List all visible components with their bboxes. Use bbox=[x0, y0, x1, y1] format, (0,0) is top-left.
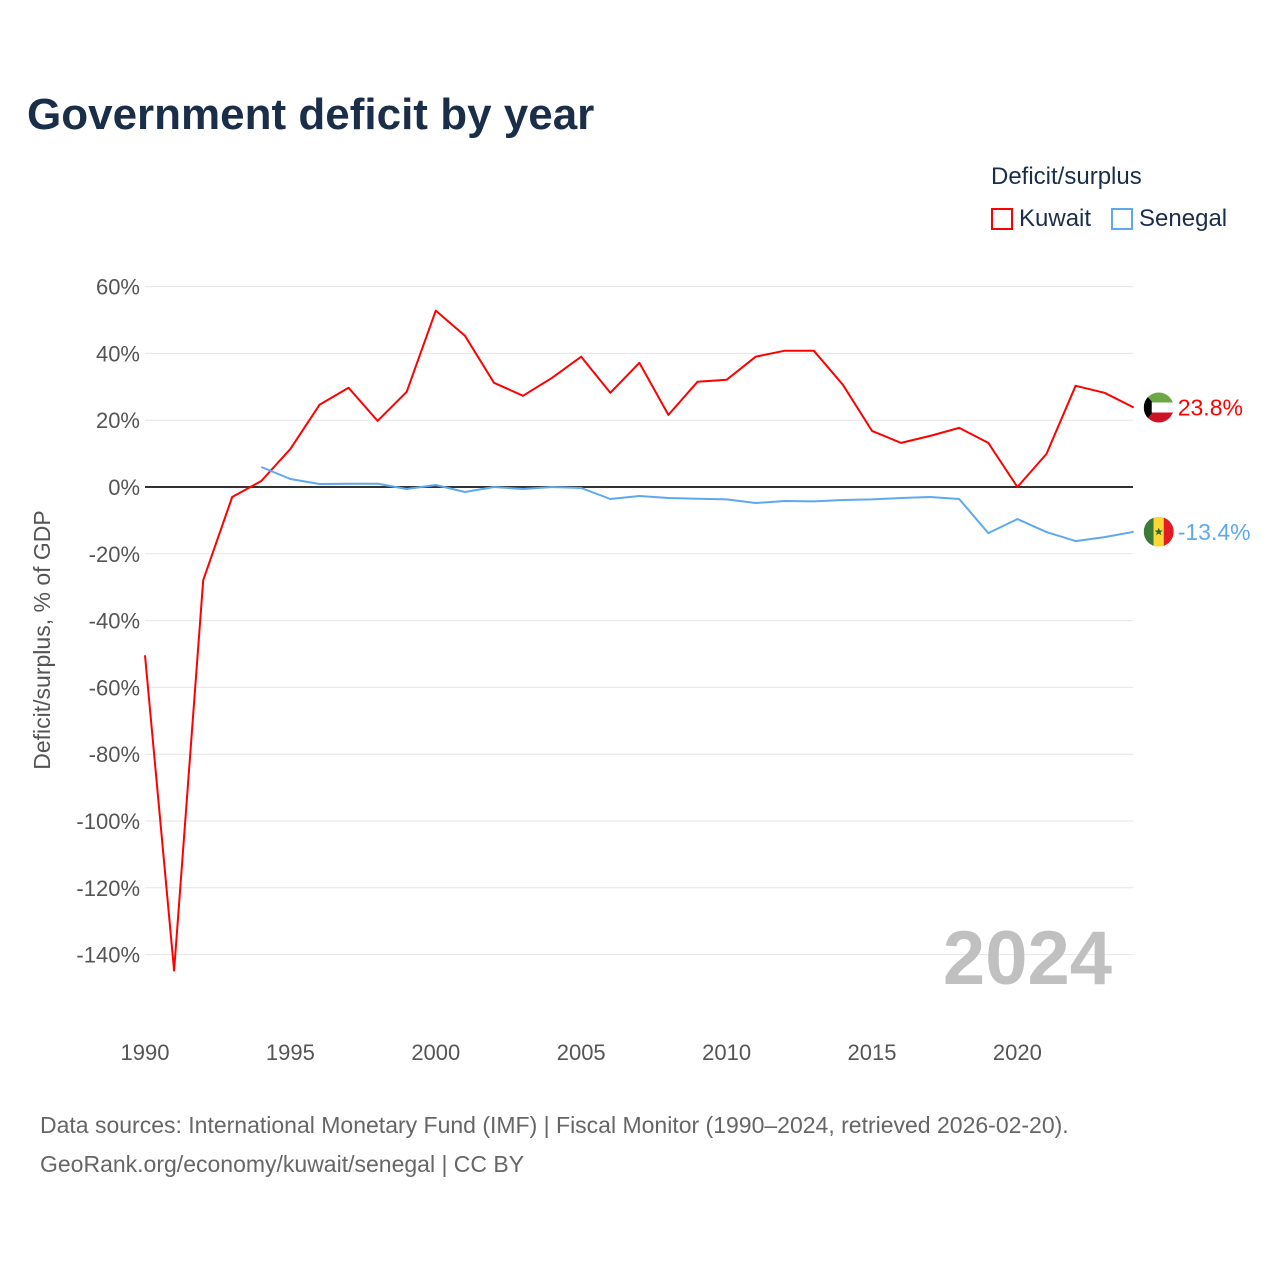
legend-swatch-senegal bbox=[1111, 208, 1134, 230]
flag-body bbox=[1143, 392, 1174, 423]
flag-star bbox=[1154, 527, 1163, 536]
flag-stripe bbox=[1143, 402, 1174, 413]
series-line-senegal bbox=[260, 466, 1134, 543]
legend-label-senegal: Senegal bbox=[1139, 205, 1228, 232]
flag-kuwait-icon bbox=[1143, 392, 1174, 423]
y-tick-label: -80% bbox=[89, 742, 140, 767]
legend-item-senegal[interactable]: Senegal bbox=[1111, 205, 1227, 233]
y-tick-label: 0% bbox=[108, 475, 140, 500]
line-chart: 60% 40% 20% 0% -20% -40% -60% -80% -100% -120% -14… bbox=[29, 275, 1251, 1065]
flag-stripe bbox=[1163, 516, 1174, 547]
x-tick-label: 2010 bbox=[702, 1040, 751, 1065]
x-tick-label: 2015 bbox=[848, 1040, 897, 1065]
legend-item-kuwait[interactable]: Kuwait bbox=[991, 205, 1091, 233]
flag-stripe bbox=[1143, 392, 1174, 403]
footer: Data sources: International Monetary Fun… bbox=[40, 1106, 1069, 1184]
year-watermark: 2024 bbox=[943, 916, 1112, 1001]
x-tick-label: 2020 bbox=[993, 1040, 1042, 1065]
flag-stripe bbox=[1143, 412, 1174, 423]
y-tick-label: 60% bbox=[96, 275, 140, 300]
x-tick-label: 2005 bbox=[557, 1040, 606, 1065]
legend-label-kuwait: Kuwait bbox=[1019, 205, 1092, 232]
flag-senegal-icon bbox=[1143, 516, 1174, 547]
legend-swatch-kuwait bbox=[991, 208, 1013, 230]
source-link[interactable]: GeoRank.org/economy/kuwait/senegal | CC … bbox=[40, 1151, 525, 1177]
end-label-senegal: -13.4% bbox=[1178, 519, 1251, 545]
y-axis-label: Deficit/surplus, % of GDP bbox=[29, 510, 55, 769]
y-tick-label: -100% bbox=[76, 809, 140, 834]
flag-body bbox=[1143, 516, 1174, 547]
end-label-kuwait: 23.8% bbox=[1178, 395, 1243, 421]
y-tick-label: 40% bbox=[96, 341, 140, 366]
y-tick-label: -20% bbox=[89, 542, 140, 567]
legend-title: Deficit/surplus bbox=[991, 163, 1142, 190]
x-tick-label: 2000 bbox=[411, 1040, 460, 1065]
flag-stripe bbox=[1143, 516, 1154, 547]
series-line-kuwait bbox=[144, 309, 1135, 972]
x-tick-label: 1990 bbox=[121, 1040, 170, 1065]
y-tick-label: 20% bbox=[96, 408, 140, 433]
y-tick-label: -120% bbox=[76, 876, 140, 901]
y-tick-label: -140% bbox=[76, 943, 140, 968]
legend: Kuwait Senegal bbox=[991, 205, 1227, 233]
chart-title: Government deficit by year bbox=[27, 90, 595, 139]
y-tick-label: -40% bbox=[89, 609, 140, 634]
y-tick-label: -60% bbox=[89, 675, 140, 700]
source-text: Data sources: International Monetary Fun… bbox=[40, 1112, 1069, 1138]
x-tick-label: 1995 bbox=[266, 1040, 315, 1065]
